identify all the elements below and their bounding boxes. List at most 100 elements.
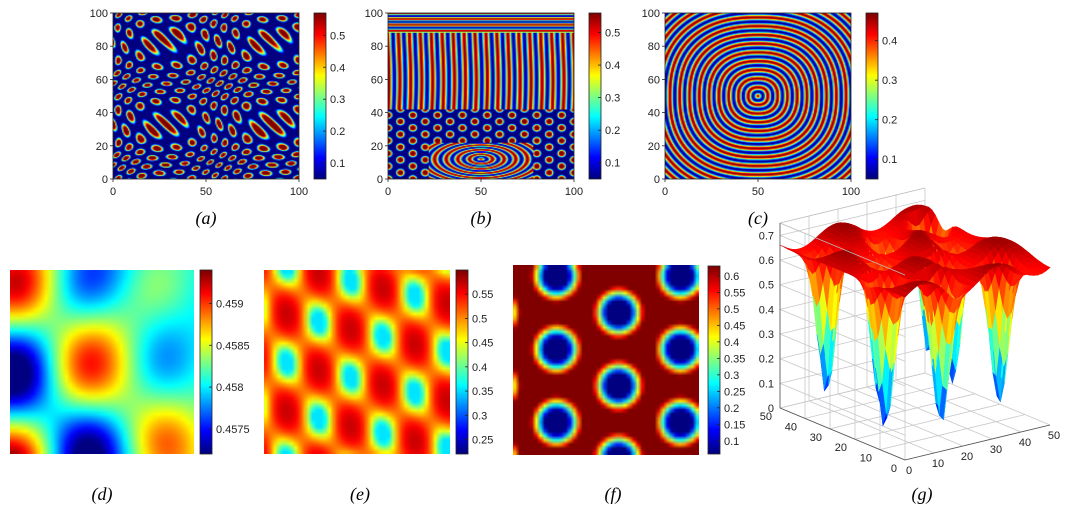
e-colorbar-tick-label: 0.5 bbox=[472, 313, 487, 325]
g-x-tick-label: 40 bbox=[1019, 437, 1031, 449]
e-colorbar-tick-label: 0.3 bbox=[472, 410, 487, 422]
surface-grid-line bbox=[779, 372, 926, 409]
c-colorbar-tick-label: 0.4 bbox=[882, 36, 897, 48]
g-x-tick-label: 50 bbox=[1048, 430, 1060, 442]
b-x-tick-label: 0 bbox=[385, 186, 391, 198]
a-y-tick-label: 60 bbox=[96, 74, 108, 86]
b-colorbar-tick-label: 0.4 bbox=[605, 60, 620, 72]
b-x-tick-label: 50 bbox=[475, 186, 487, 198]
d-colorbar-frame bbox=[199, 269, 213, 455]
e-colorbar-tick-label: 0.4 bbox=[472, 362, 487, 374]
g-x-tick-label: 20 bbox=[961, 451, 973, 463]
f-colorbar bbox=[708, 266, 720, 454]
c-y-tick-label: 0 bbox=[654, 174, 660, 186]
a-x-tick-label: 100 bbox=[290, 186, 308, 198]
a-y-tick-label: 40 bbox=[96, 108, 108, 120]
panel-a: 0 50 100 0 20 40 60 80 100 0.1 0.2 0.3 0.4 0.5 bbox=[90, 8, 346, 198]
g-x-tick-label: 10 bbox=[932, 458, 944, 470]
g-y-tick-label: 10 bbox=[860, 453, 872, 465]
g-z-tick-label: 0.1 bbox=[759, 378, 774, 390]
d-colorbar-tick-label: 0.458 bbox=[216, 382, 244, 394]
heatmap-a bbox=[113, 13, 299, 179]
a-colorbar-frame bbox=[313, 12, 327, 180]
heatmap-b bbox=[388, 13, 574, 179]
d-colorbar-tick-label: 0.4575 bbox=[216, 424, 250, 436]
d-colorbar bbox=[200, 270, 212, 454]
f-colorbar-tick-label: 0.35 bbox=[724, 353, 745, 365]
a-y-tick-label: 80 bbox=[96, 41, 108, 53]
b-y-tick-label: 40 bbox=[371, 108, 383, 120]
c-x-tick-label: 0 bbox=[662, 186, 668, 198]
surface-axis-line bbox=[904, 424, 1051, 461]
g-z-tick-label: 0 bbox=[768, 403, 774, 415]
e-colorbar-tick-label: 0.25 bbox=[472, 434, 493, 446]
f-colorbar-tick-label: 0.15 bbox=[724, 419, 745, 431]
g-z-tick-label: 0.6 bbox=[759, 255, 774, 267]
f-colorbar-tick-label: 0.6 bbox=[724, 271, 739, 283]
b-colorbar-tick-label: 0.2 bbox=[605, 125, 620, 137]
panel-c: 0 50 100 0 20 40 60 80 100 0.1 0.2 0.3 0.4 bbox=[642, 8, 898, 198]
c-colorbar-tick-label: 0.1 bbox=[882, 154, 897, 166]
g-z-tick-label: 0.7 bbox=[759, 230, 774, 242]
a-colorbar-tick-label: 0.1 bbox=[330, 158, 345, 170]
c-y-tick-label: 80 bbox=[648, 41, 660, 53]
f-colorbar-tick-label: 0.55 bbox=[724, 287, 745, 299]
a-y-tick-label: 20 bbox=[96, 141, 108, 153]
surface-grid-line bbox=[779, 199, 926, 236]
surface-box-edge bbox=[779, 222, 906, 276]
c-x-tick-label: 100 bbox=[842, 186, 860, 198]
f-colorbar-tick-label: 0.1 bbox=[724, 436, 739, 448]
g-z-tick-label: 0.5 bbox=[759, 280, 774, 292]
a-y-tick-label: 100 bbox=[90, 8, 108, 20]
surface-grid-line bbox=[808, 400, 935, 454]
b-colorbar-tick-label: 0.1 bbox=[605, 158, 620, 170]
panel-f: 0.1 0.15 0.2 0.25 0.3 0.35 0.4 0.45 0.5 0.55 0.6 bbox=[513, 265, 745, 455]
b-y-tick-label: 60 bbox=[371, 74, 383, 86]
f-colorbar-tick-label: 0.45 bbox=[724, 320, 745, 332]
b-y-tick-label: 20 bbox=[371, 141, 383, 153]
c-x-tick-label: 50 bbox=[752, 186, 764, 198]
e-colorbar-tick-label: 0.55 bbox=[472, 289, 493, 301]
a-colorbar-tick-label: 0.3 bbox=[330, 94, 345, 106]
a-colorbar-tick-label: 0.2 bbox=[330, 126, 345, 138]
surface-grid-line bbox=[879, 414, 1026, 450]
g-x-tick-label: 0 bbox=[906, 465, 912, 477]
panel-label: (c) bbox=[748, 208, 768, 229]
g-y-tick-label: 50 bbox=[760, 411, 772, 423]
a-colorbar-tick-label: 0.4 bbox=[330, 62, 345, 74]
panel-label: (b) bbox=[471, 208, 492, 229]
c-y-tick-label: 20 bbox=[648, 141, 660, 153]
surface-grid-line bbox=[837, 393, 964, 447]
a-colorbar bbox=[314, 13, 326, 179]
b-y-tick-label: 80 bbox=[371, 41, 383, 53]
f-colorbar-tick-label: 0.4 bbox=[724, 337, 739, 349]
f-colorbar-tick-label: 0.2 bbox=[724, 403, 739, 415]
c-y-tick-label: 60 bbox=[648, 74, 660, 86]
e-colorbar bbox=[456, 270, 468, 454]
surface-grid-line bbox=[804, 383, 951, 419]
b-colorbar bbox=[589, 13, 601, 179]
b-colorbar-tick-label: 0.5 bbox=[605, 28, 620, 40]
g-y-tick-label: 30 bbox=[810, 432, 822, 444]
c-colorbar-tick-label: 0.3 bbox=[882, 75, 897, 87]
g-y-tick-label: 20 bbox=[835, 442, 847, 454]
e-colorbar-tick-label: 0.45 bbox=[472, 338, 493, 350]
panel-e: 0.25 0.3 0.35 0.4 0.45 0.5 0.55 bbox=[264, 269, 493, 455]
b-x-tick-label: 100 bbox=[565, 186, 583, 198]
g-z-tick-label: 0.2 bbox=[759, 354, 774, 366]
a-x-tick-label: 0 bbox=[110, 186, 116, 198]
b-colorbar-frame bbox=[588, 12, 602, 180]
panel-label: (d) bbox=[92, 484, 113, 505]
surface-facet bbox=[1041, 265, 1051, 272]
panel-label: (e) bbox=[350, 484, 370, 505]
f-colorbar-tick-label: 0.25 bbox=[724, 386, 745, 398]
d-colorbar-tick-label: 0.4585 bbox=[216, 340, 250, 352]
surface-axis-line bbox=[779, 407, 906, 461]
e-colorbar-tick-label: 0.35 bbox=[472, 386, 493, 398]
surface-grid-line bbox=[779, 323, 926, 360]
g-y-tick-label: 0 bbox=[891, 463, 897, 475]
g-x-tick-label: 30 bbox=[990, 444, 1002, 456]
panel-b: 0 50 100 0 20 40 60 80 100 0.1 0.2 0.3 0.4 0.5 bbox=[365, 8, 621, 198]
f-colorbar-tick-label: 0.3 bbox=[724, 370, 739, 382]
panel-label: (g) bbox=[912, 484, 933, 505]
